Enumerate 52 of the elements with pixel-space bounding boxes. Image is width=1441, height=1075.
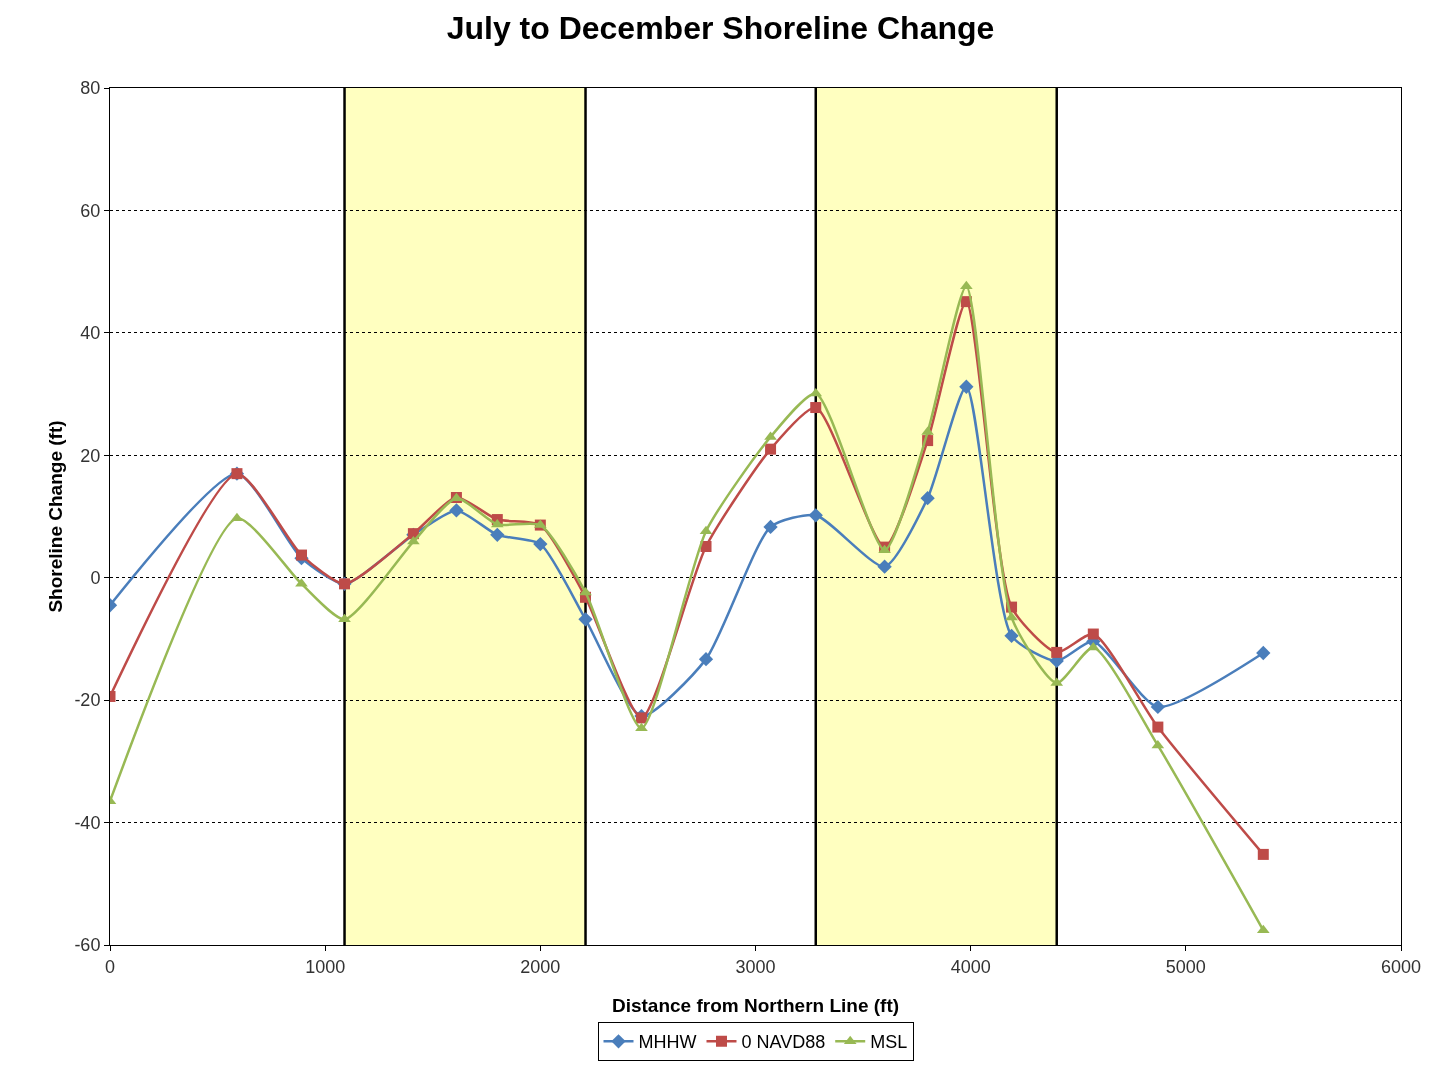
legend-label: 0 NAVD88 xyxy=(741,1032,826,1053)
point xyxy=(1151,739,1165,749)
point xyxy=(1256,924,1270,934)
point xyxy=(230,512,244,522)
x-tick-label: 3000 xyxy=(735,956,776,977)
x-tick-label: 0 xyxy=(104,956,116,977)
point xyxy=(698,651,714,667)
x-axis-title: Distance from Northern Line (ft) xyxy=(611,995,900,1016)
point xyxy=(920,490,935,506)
legend-label: MSL xyxy=(870,1032,908,1053)
point xyxy=(635,722,648,732)
point xyxy=(449,503,464,518)
point xyxy=(960,280,973,290)
point xyxy=(296,549,307,561)
x-tick-label: 4000 xyxy=(950,956,991,977)
x-tick-label: 1000 xyxy=(305,956,346,977)
point xyxy=(579,586,592,596)
y-tick-label: -40 xyxy=(74,812,101,833)
point xyxy=(959,379,974,394)
point xyxy=(765,443,777,455)
legend-label: MHHW xyxy=(638,1032,697,1053)
y-tick-label: -20 xyxy=(74,690,101,711)
point xyxy=(1051,646,1063,658)
point xyxy=(1150,699,1166,715)
point xyxy=(1257,848,1269,860)
point xyxy=(490,518,504,528)
y-tick-label: 20 xyxy=(80,445,101,466)
y-tick-label: 0 xyxy=(90,568,101,589)
point xyxy=(533,536,548,552)
point xyxy=(700,540,712,552)
point xyxy=(1087,628,1099,640)
point xyxy=(1256,645,1271,661)
point xyxy=(808,508,823,523)
chart-title: July to December Shoreline Change xyxy=(446,9,995,46)
point xyxy=(338,613,351,623)
point xyxy=(809,387,823,397)
y-tick-label: 80 xyxy=(80,78,101,99)
point xyxy=(877,559,892,574)
y-axis-title: Shoreline Change (ft) xyxy=(45,420,66,613)
y-tick-label: -60 xyxy=(74,935,101,956)
point xyxy=(635,712,647,724)
y-tick-label: 60 xyxy=(80,200,101,221)
x-tick-label: 5000 xyxy=(1165,956,1206,977)
point xyxy=(810,402,822,414)
point xyxy=(490,527,505,543)
y-tick-label: 40 xyxy=(80,323,101,344)
point xyxy=(1152,721,1164,733)
point xyxy=(578,612,593,627)
x-tick-label: 2000 xyxy=(520,956,561,977)
point xyxy=(1004,628,1019,644)
x-tick-label: 6000 xyxy=(1380,956,1422,977)
point xyxy=(763,519,778,535)
